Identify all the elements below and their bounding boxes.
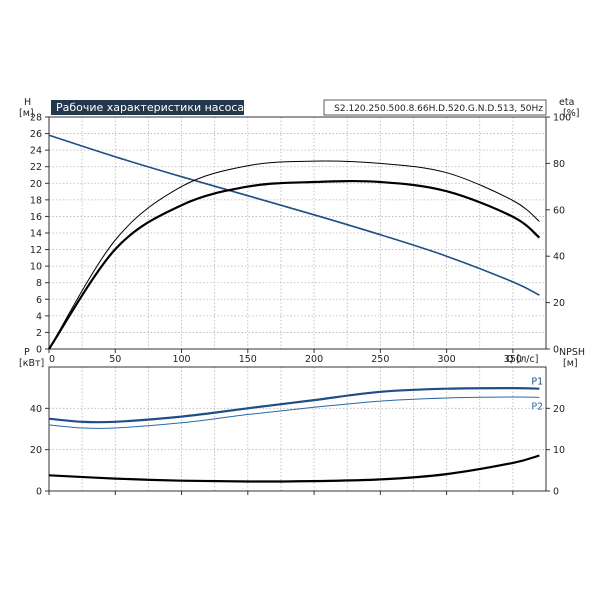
- panel1-left-tick-label: 2: [36, 328, 42, 339]
- panel1-right-tick-label: 100: [553, 113, 571, 124]
- panel2-right-axis-label: NPSH: [559, 347, 585, 358]
- panel2-series-p1: [48, 387, 540, 424]
- panel2-series-curve-3: [48, 454, 540, 483]
- chart-title: Рабочие характеристики насоса: [56, 101, 244, 114]
- panel2-series-p2: [48, 396, 540, 429]
- panel2-right-axis-unit: [м]: [563, 358, 578, 369]
- panel2-left-axis-label: P: [24, 347, 30, 358]
- panel1-right-tick-label: 80: [553, 159, 565, 170]
- panel2-frame: [48, 366, 547, 492]
- x-tick-label: 350: [504, 354, 522, 365]
- panel1-right-tick-label: 40: [553, 252, 565, 263]
- panel2-left-tick-label: 0: [36, 487, 42, 498]
- x-tick-label: 300: [438, 354, 456, 365]
- panel2-series-label-p2: P2: [531, 401, 543, 412]
- panel1-left-tick-label: 28: [30, 113, 42, 124]
- panel1-left-tick-label: 8: [36, 278, 42, 289]
- panel1-series-curve-1: [48, 134, 540, 296]
- panel1-left-tick-label: 4: [36, 311, 42, 322]
- x-tick-label: 200: [305, 354, 323, 365]
- panel1-left-axis-unit: [м]: [19, 108, 34, 119]
- panel2-left-axis-unit: [кВт]: [19, 358, 44, 369]
- model-box: [323, 99, 547, 116]
- panel2-right-tick-label: 10: [553, 445, 565, 456]
- x-tick-label: 150: [239, 354, 257, 365]
- panel1-left-tick-label: 12: [30, 245, 42, 256]
- x-tick-label: 0: [49, 354, 55, 365]
- panel2-left-tick-label: 40: [30, 404, 42, 415]
- panel1-left-tick-label: 26: [30, 129, 42, 140]
- panel1-left-tick-label: 0: [36, 345, 42, 356]
- panel2-left-tick-label: 20: [30, 445, 42, 456]
- panel1-left-axis-label: H: [24, 97, 31, 108]
- x-axis-label: Q [л/с]: [506, 354, 538, 365]
- panel1-left-tick-label: 20: [30, 179, 42, 190]
- panel1-right-axis-label: eta: [559, 97, 574, 108]
- panel1-right-axis-unit: [%]: [563, 108, 579, 119]
- x-tick-label: 50: [109, 354, 121, 365]
- panel1-right-tick-label: 0: [553, 345, 559, 356]
- panel2-series-label-p1: P1: [531, 377, 543, 388]
- title-box: [51, 100, 244, 115]
- panel2-right-tick-label: 20: [553, 404, 565, 415]
- panel1-series-curve-3: [48, 179, 541, 350]
- model-label: S2.120.250.500.8.66H.D.520.G.N.D.513, 50…: [334, 104, 543, 114]
- panel1-right-tick-label: 60: [553, 205, 565, 216]
- x-tick-label: 100: [172, 354, 190, 365]
- panel1-left-tick-label: 22: [30, 162, 42, 173]
- x-tick-label: 250: [371, 354, 389, 365]
- panel1-right-tick-label: 20: [553, 298, 565, 309]
- panel1-left-tick-label: 6: [36, 295, 42, 306]
- panel1-left-tick-label: 14: [30, 229, 42, 240]
- panel1-left-tick-label: 10: [30, 262, 42, 273]
- panel1-series-curve-2: [48, 160, 540, 350]
- panel1-left-tick-label: 18: [30, 195, 42, 206]
- panel1-left-tick-label: 24: [30, 146, 42, 157]
- panel2-right-tick-label: 0: [553, 487, 559, 498]
- panel1-left-tick-label: 16: [30, 212, 42, 223]
